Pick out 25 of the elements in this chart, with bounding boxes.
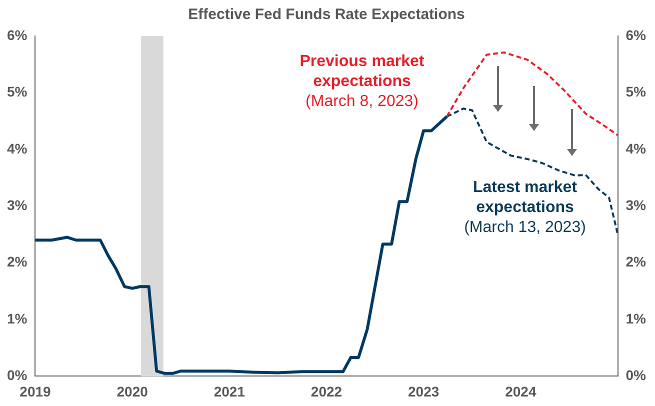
y2-tick-label: 0% <box>626 367 647 384</box>
y-tick-label: 6% <box>7 26 28 43</box>
y2-tick-label: 4% <box>626 140 647 156</box>
y-tick-label: 0% <box>7 367 28 384</box>
chart-title: Effective Fed Funds Rate Expectations <box>188 6 465 24</box>
x-tick-label: 2024 <box>505 383 536 400</box>
y-tick-label: 5% <box>7 84 28 100</box>
y2-tick-label: 5% <box>626 84 647 100</box>
y-tick-label: 3% <box>7 196 28 213</box>
series-label: Previous market expectations (March 8, 2023) <box>298 53 426 112</box>
y2-tick-label: 3% <box>626 196 647 213</box>
y-tick-label: 4% <box>7 140 28 156</box>
x-tick-label: 2020 <box>116 383 148 400</box>
y2-tick-label: 2% <box>626 254 647 270</box>
y-tick-label: 2% <box>7 254 28 270</box>
x-tick-label: 2021 <box>214 383 246 400</box>
y2-tick-label: 1% <box>626 310 647 326</box>
x-tick-label: 2023 <box>408 383 440 400</box>
x-tick-label: 2022 <box>310 383 342 400</box>
y-tick-label: 1% <box>7 310 28 326</box>
line-series <box>446 51 618 136</box>
y2-tick-label: 6% <box>626 26 647 43</box>
x-tick-label: 2019 <box>20 383 52 400</box>
line-series <box>446 108 618 236</box>
series-label: Latest market expectations (March 13, 2023) <box>463 179 587 238</box>
